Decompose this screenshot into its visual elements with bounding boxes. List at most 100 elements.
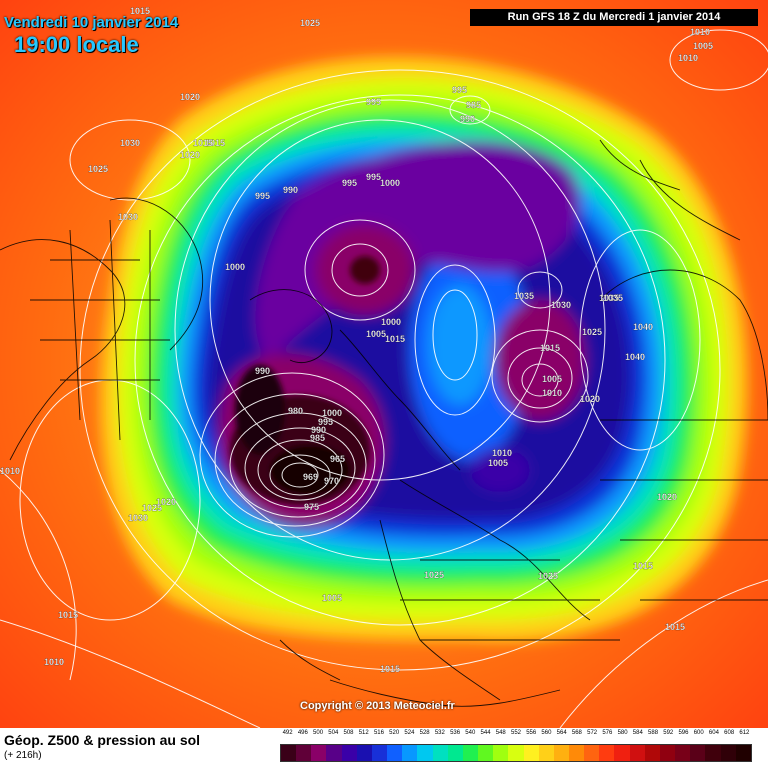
isobar-label: 1010 [44, 657, 64, 667]
isobar-label: 1040 [633, 322, 653, 332]
legend-labels: 492 496 500 504 508 512 516 520 524 528 532 536 540 5… [280, 730, 752, 742]
legend-value: 540 [465, 730, 476, 736]
color-legend: 492 496 500 504 508 512 516 520 524 528 532 536 540 5… [280, 730, 752, 766]
legend-swatch [462, 745, 479, 761]
isobar-label: 1025 [88, 164, 108, 174]
legend-value: 552 [510, 730, 521, 736]
isobar-label: 995 [318, 417, 333, 427]
legend-value: 512 [358, 730, 369, 736]
legend-swatch [553, 745, 569, 761]
legend-swatch [568, 745, 585, 761]
legend-value: 588 [648, 730, 659, 736]
legend-value: 600 [693, 730, 704, 736]
isobar-label: 1020 [156, 497, 176, 507]
legend-swatch [584, 745, 600, 761]
forecast-date: Vendredi 10 janvier 2014 [4, 14, 179, 31]
isobar-label: 995 [342, 178, 357, 188]
isobar-label: 1015 [205, 138, 225, 148]
weather-map: 1015102510201015102010301025103099599598… [0, 0, 768, 728]
legend-swatch [356, 745, 372, 761]
isobar-label: 1000 [381, 317, 401, 327]
legend-swatch [387, 745, 403, 761]
legend-value: 508 [343, 730, 354, 736]
isobar-label: 1015 [130, 6, 150, 16]
legend-swatch [735, 745, 751, 761]
isobar-label: 1005 [366, 329, 386, 339]
isobar-label: 1030 [118, 212, 138, 222]
legend-value: 596 [678, 730, 689, 736]
legend-value: 544 [480, 730, 491, 736]
isobar-label: 970 [324, 476, 339, 486]
isobar-label: 995 [366, 97, 381, 107]
isobars [0, 29, 768, 728]
legend-value: 536 [450, 730, 461, 736]
legend-value: 516 [373, 730, 384, 736]
isobar-label: 1010 [0, 466, 20, 476]
isobar-label: 990 [255, 366, 270, 376]
isobar-label: 990 [311, 425, 326, 435]
footer-title: Géop. Z500 & pression au sol [4, 732, 201, 748]
legend-value: 496 [297, 730, 308, 736]
legend-swatch [493, 745, 509, 761]
isobar-label: 1040 [625, 352, 645, 362]
isobar-label: 1005 [488, 458, 508, 468]
legend-value: 500 [313, 730, 324, 736]
isobar-label: 1035 [603, 293, 623, 303]
isobar-label: 985 [310, 433, 325, 443]
isobar-label: 990 [283, 185, 298, 195]
isobar-label: 995 [255, 191, 270, 201]
legend-swatch [659, 745, 676, 761]
legend-value: 556 [526, 730, 537, 736]
forecast-time: 19:00 locale [14, 32, 139, 57]
legend-value: 584 [632, 730, 643, 736]
legend-swatch [720, 745, 736, 761]
legend-swatch [417, 745, 433, 761]
isobar-label: 1025 [538, 571, 558, 581]
isobar-label: 1015 [58, 610, 78, 620]
legend-value: 528 [419, 730, 430, 736]
isobar-label: 995 [366, 172, 381, 182]
legend-value: 524 [404, 730, 415, 736]
isobar-label: 1020 [180, 150, 200, 160]
isobar-label: 1005 [693, 41, 713, 51]
legend-swatch [402, 745, 418, 761]
legend-swatch [538, 745, 554, 761]
legend-swatch [614, 745, 630, 761]
isobar-label: 1015 [665, 622, 685, 632]
isobar-labels: 1015102510201015102010301025103099599598… [0, 6, 713, 674]
isobar-label: 1015 [380, 664, 400, 674]
deep-low-core [230, 256, 380, 505]
isobar-label: 1035 [514, 291, 534, 301]
isobar-label: 1030 [551, 300, 571, 310]
legend-value: 548 [495, 730, 506, 736]
isobar-label: 1015 [385, 334, 405, 344]
legend-swatch [371, 745, 388, 761]
isobar-label: 965 [330, 454, 345, 464]
coastlines [0, 139, 768, 707]
legend-swatch [705, 745, 721, 761]
isobar-label: 1025 [142, 503, 162, 513]
isobar-label: 1020 [657, 492, 677, 502]
isobar-label: 1000 [225, 262, 245, 272]
legend-value: 592 [663, 730, 674, 736]
legend-swatch [690, 745, 706, 761]
legend-swatch [644, 745, 660, 761]
legend-swatch [432, 745, 448, 761]
isobar-label: 1005 [322, 593, 342, 603]
isobar-label: 1010 [690, 27, 710, 37]
isobar-label: 1030 [128, 513, 148, 523]
isobar-label: 1010 [678, 53, 698, 63]
isobar-label: 1010 [492, 448, 512, 458]
isobar-label: 1005 [542, 374, 562, 384]
legend-bar [280, 744, 752, 762]
legend-value: 608 [724, 730, 735, 736]
isobar-label: 995 [452, 85, 467, 95]
legend-value: 532 [434, 730, 445, 736]
legend-swatch [478, 745, 494, 761]
isobar-label: 1020 [180, 92, 200, 102]
legend-swatch [326, 745, 342, 761]
legend-value: 568 [571, 730, 582, 736]
isobar-label: 1020 [580, 394, 600, 404]
isobar-label: 969 [303, 472, 318, 482]
isobar-label: 985 [466, 100, 481, 110]
